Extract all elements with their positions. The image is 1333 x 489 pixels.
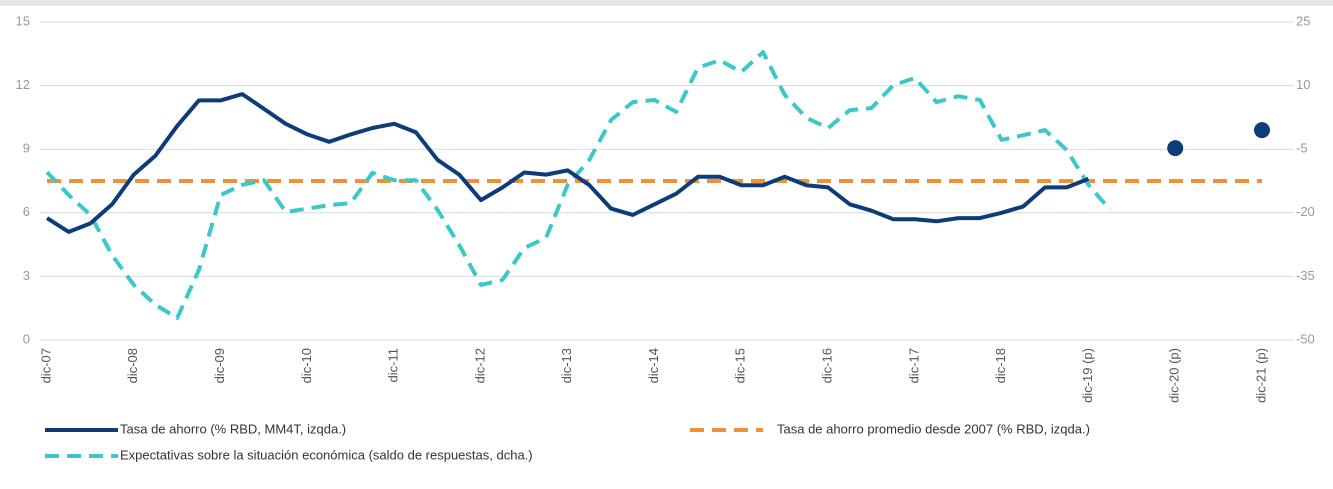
- x-tick-label: dic-21 (p): [1253, 348, 1268, 403]
- x-tick-label: dic-16: [820, 348, 835, 383]
- y2-tick-label: 25: [1296, 13, 1310, 28]
- y2-tick-label: 10: [1296, 77, 1310, 92]
- y-tick-label: 0: [23, 331, 30, 346]
- point: [1167, 140, 1184, 157]
- series-line: [45, 50, 1112, 320]
- y-tick-label: 3: [23, 268, 30, 283]
- y2-tick-label: -50: [1296, 331, 1315, 346]
- y2-tick-label: -20: [1296, 204, 1315, 219]
- x-tick-label: dic-08: [125, 348, 140, 383]
- x-tick-label: dic-20 (p): [1167, 348, 1182, 403]
- y-tick-label: 9: [23, 141, 30, 156]
- legend-label: Expectativas sobre la situación económic…: [120, 447, 533, 462]
- y2-tick-label: -35: [1296, 268, 1315, 283]
- x-tick-label: dic-13: [559, 348, 574, 383]
- y-tick-label: 15: [16, 13, 30, 28]
- top-band: [0, 0, 1333, 6]
- x-tick-label: dic-17: [906, 348, 921, 383]
- legend-label: Tasa de ahorro (% RBD, MM4T, izqda.): [120, 421, 346, 436]
- x-tick-label: dic-09: [212, 348, 227, 383]
- series-line: [45, 92, 1090, 234]
- x-tick-label: dic-14: [646, 348, 661, 383]
- y2-tick-label: -5: [1296, 141, 1308, 156]
- x-tick-label: dic-12: [472, 348, 487, 383]
- x-tick-label: dic-10: [299, 348, 314, 383]
- x-tick-label: dic-11: [386, 348, 401, 382]
- x-tick-label: dic-19 (p): [1080, 348, 1095, 403]
- legend-label: Tasa de ahorro promedio desde 2007 (% RB…: [777, 421, 1090, 436]
- point: [1254, 122, 1270, 139]
- x-tick-label: dic-15: [733, 348, 748, 383]
- y-tick-label: 6: [23, 204, 30, 219]
- x-tick-label: dic-18: [993, 348, 1008, 383]
- x-tick-label: dic-07: [38, 348, 53, 383]
- y-tick-label: 12: [16, 77, 30, 92]
